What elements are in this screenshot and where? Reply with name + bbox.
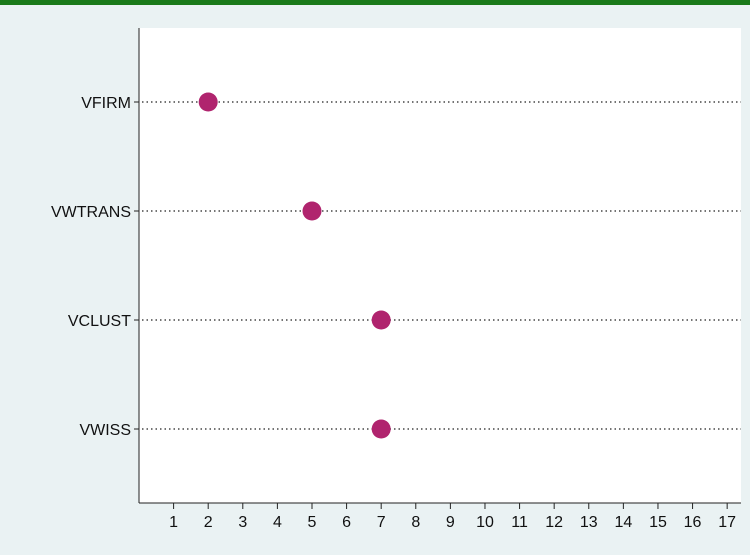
category-label-vclust: VCLUST	[68, 313, 131, 330]
category-label-vwiss: VWISS	[79, 422, 131, 439]
x-tick-label-15: 15	[649, 514, 667, 531]
category-label-vwtrans: VWTRANS	[51, 204, 131, 221]
marker-vfirm	[198, 92, 218, 112]
x-tick-label-11: 11	[511, 514, 528, 531]
x-tick-label-13: 13	[580, 514, 598, 531]
marker-vwtrans	[302, 201, 322, 221]
x-tick-label-6: 6	[342, 514, 351, 531]
x-tick-label-8: 8	[411, 514, 420, 531]
plot-area	[139, 28, 741, 503]
x-tick-label-16: 16	[684, 514, 702, 531]
marker-vwiss	[371, 419, 391, 439]
x-tick-label-17: 17	[718, 514, 736, 531]
x-tick-label-10: 10	[476, 514, 494, 531]
x-tick-label-5: 5	[308, 514, 317, 531]
category-label-vfirm: VFIRM	[81, 95, 131, 112]
x-tick-label-14: 14	[614, 514, 632, 531]
marker-vclust	[371, 310, 391, 330]
x-tick-label-9: 9	[446, 514, 455, 531]
x-tick-label-1: 1	[169, 514, 178, 531]
x-tick-label-4: 4	[273, 514, 282, 531]
x-tick-label-12: 12	[545, 514, 563, 531]
x-tick-label-7: 7	[377, 514, 386, 531]
x-tick-label-3: 3	[238, 514, 247, 531]
x-tick-label-2: 2	[204, 514, 213, 531]
